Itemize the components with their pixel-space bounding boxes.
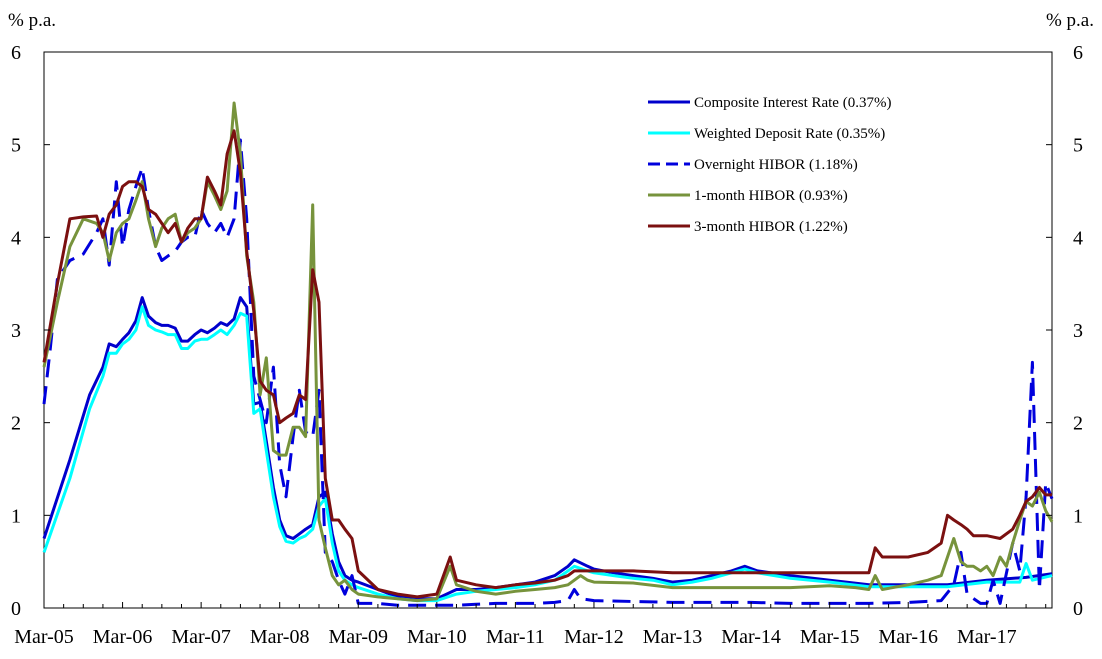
series-line-4 xyxy=(42,129,1052,599)
axes-layer: 0 0 1 1 2 2 3 3 4 4 5 5 6 6 Mar-05 Mar-06 Mar-07 Mar-08 Ma… xyxy=(11,42,1083,648)
y-tick-label-left: 5 xyxy=(11,135,21,157)
x-tick-label: Mar-10 xyxy=(407,626,467,648)
series-line-1 xyxy=(42,305,1053,603)
x-tick-label: Mar-13 xyxy=(643,626,703,648)
y-tick-label-right: 2 xyxy=(1073,413,1083,435)
y-tick-label-right: 0 xyxy=(1073,598,1083,620)
series-line-2 xyxy=(42,138,1054,607)
x-tick-label: Mar-05 xyxy=(14,626,74,648)
y-axis-unit-left: % p.a. xyxy=(8,10,56,31)
legend-label-0: Composite Interest Rate (0.37%) xyxy=(694,95,891,111)
x-tick-label: Mar-14 xyxy=(721,626,781,648)
y-tick-label-left: 4 xyxy=(11,227,21,249)
x-tick-label: Mar-09 xyxy=(328,626,388,648)
x-tick-label: Mar-17 xyxy=(957,626,1017,648)
legend-label-2: Overnight HIBOR (1.18%) xyxy=(694,157,858,173)
y-axis-unit-right: % p.a. xyxy=(1046,10,1094,31)
y-tick-label-right: 5 xyxy=(1073,135,1083,157)
y-tick-label-right: 6 xyxy=(1073,42,1083,64)
series-line-3 xyxy=(42,101,1054,603)
y-tick-label-left: 1 xyxy=(11,505,21,527)
y-tick-label-left: 3 xyxy=(11,320,21,342)
y-tick-label-left: 2 xyxy=(11,413,21,435)
legend: Composite Interest Rate (0.37%) Weighted … xyxy=(648,95,891,235)
x-tick-label: Mar-07 xyxy=(171,626,231,648)
y-tick-label-left: 6 xyxy=(11,42,21,64)
y-tick-label-right: 1 xyxy=(1073,505,1083,527)
y-tick-label-right: 3 xyxy=(1073,320,1083,342)
series-layer xyxy=(42,101,1054,607)
x-tick-label: Mar-16 xyxy=(878,626,938,648)
legend-label-3: 1-month HIBOR (0.93%) xyxy=(694,188,848,204)
y-tick-label-left: 0 xyxy=(11,598,21,620)
x-tick-label: Mar-08 xyxy=(250,626,310,648)
legend-label-1: Weighted Deposit Rate (0.35%) xyxy=(694,126,885,142)
x-tick-label: Mar-11 xyxy=(486,626,545,648)
x-tick-label: Mar-06 xyxy=(93,626,153,648)
plot-area xyxy=(43,51,1053,609)
y-tick-label-right: 4 xyxy=(1073,227,1083,249)
x-tick-label: Mar-15 xyxy=(800,626,860,648)
legend-label-4: 3-month HIBOR (1.22%) xyxy=(694,219,848,235)
plot-frame xyxy=(43,51,1053,609)
x-tick-label: Mar-12 xyxy=(564,626,624,648)
